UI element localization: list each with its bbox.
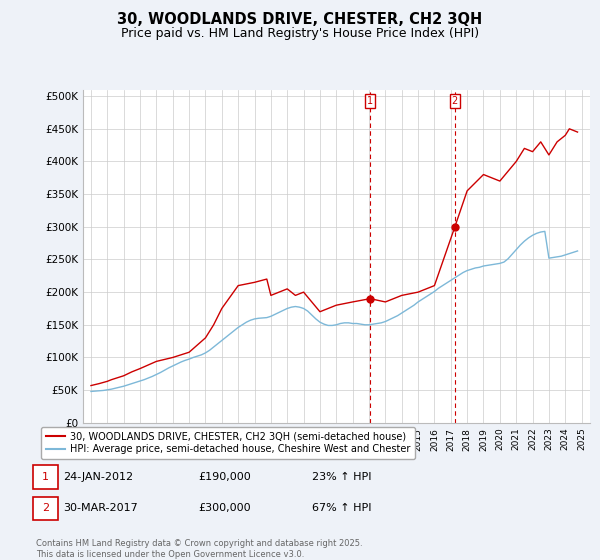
Text: 2: 2 <box>42 503 49 514</box>
Text: 2: 2 <box>452 96 458 106</box>
Text: 1: 1 <box>42 472 49 482</box>
Legend: 30, WOODLANDS DRIVE, CHESTER, CH2 3QH (semi-detached house), HPI: Average price,: 30, WOODLANDS DRIVE, CHESTER, CH2 3QH (s… <box>41 427 415 459</box>
Text: Price paid vs. HM Land Registry's House Price Index (HPI): Price paid vs. HM Land Registry's House … <box>121 27 479 40</box>
Text: £190,000: £190,000 <box>198 472 251 482</box>
Text: 30, WOODLANDS DRIVE, CHESTER, CH2 3QH: 30, WOODLANDS DRIVE, CHESTER, CH2 3QH <box>118 12 482 27</box>
Text: 1: 1 <box>367 96 373 106</box>
Text: 67% ↑ HPI: 67% ↑ HPI <box>312 503 371 514</box>
Text: £300,000: £300,000 <box>198 503 251 514</box>
Text: 23% ↑ HPI: 23% ↑ HPI <box>312 472 371 482</box>
Text: 24-JAN-2012: 24-JAN-2012 <box>63 472 133 482</box>
Text: 30-MAR-2017: 30-MAR-2017 <box>63 503 138 514</box>
Text: Contains HM Land Registry data © Crown copyright and database right 2025.
This d: Contains HM Land Registry data © Crown c… <box>36 539 362 559</box>
